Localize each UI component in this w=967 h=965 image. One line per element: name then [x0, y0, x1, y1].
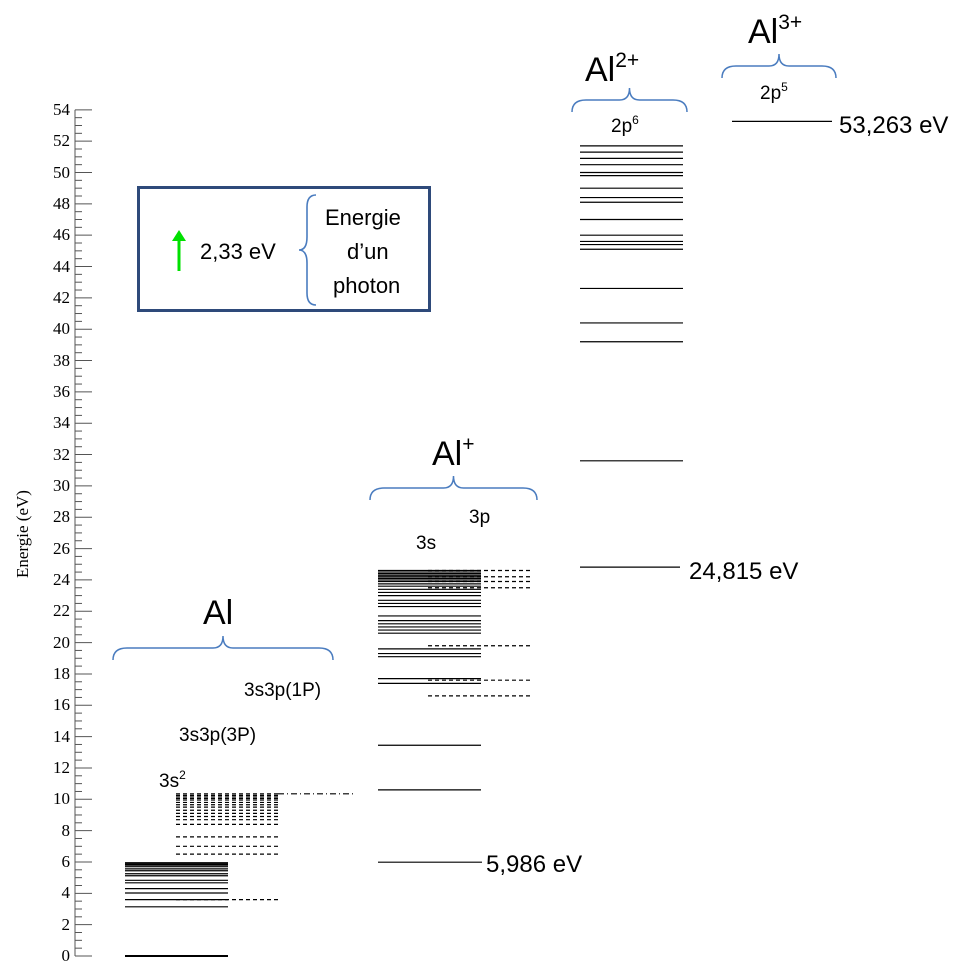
axis-tick-label: 6 — [61, 851, 71, 871]
axis-tick-label: 8 — [61, 820, 71, 840]
species-alp-name: Al — [432, 435, 463, 473]
energy-levels — [125, 120, 832, 957]
config-al-3s2-base: 3s — [159, 771, 180, 792]
config-al3-2p5: 2p5 — [760, 81, 788, 104]
axis-tick-label: 26 — [53, 538, 70, 558]
axis-tick-label: 28 — [53, 507, 70, 527]
legend-brace-icon — [298, 194, 317, 306]
axis-tick-label: 18 — [53, 663, 70, 683]
config-al-1P: 3s3p(1P) — [244, 680, 322, 701]
species-al-title: Al — [203, 596, 233, 630]
axis-tick-label: 44 — [53, 256, 70, 276]
ionization-al2-label: 53,263 eV — [839, 112, 949, 139]
braces — [112, 53, 837, 661]
axis-tick-label: 50 — [53, 162, 70, 182]
axis-tick-label: 40 — [53, 319, 70, 339]
photon-legend-box: 2,33 eV Energie d’un photon — [137, 186, 431, 312]
config-al3-2p5-sup: 5 — [781, 80, 788, 94]
brace-alp — [369, 475, 538, 501]
axis-tick-label: 16 — [53, 695, 70, 715]
config-alp-3p: 3p — [469, 507, 491, 528]
ionization-al-label: 5,986 eV — [486, 851, 583, 878]
axis-tick-label: 32 — [53, 444, 70, 464]
axis-tick-label: 10 — [53, 789, 70, 809]
axis-tick-label: 2 — [61, 914, 71, 934]
config-al3-2p5-base: 2p — [760, 83, 782, 104]
axis-tick-label: 22 — [53, 601, 70, 621]
config-al2-2p6-base: 2p — [611, 116, 633, 137]
axis-tick-label: 0 — [61, 946, 71, 965]
species-alp-charge: + — [462, 433, 475, 456]
config-alp-3s: 3s — [416, 533, 437, 554]
axis-tick-label: 14 — [53, 726, 70, 746]
axis-tick-label: 48 — [53, 193, 70, 213]
axis-tick-label: 42 — [53, 287, 70, 307]
photon-energy-value: 2,33 eV — [200, 239, 276, 264]
axis-tick-label: 38 — [53, 350, 70, 370]
axis-tick-label: 34 — [53, 413, 70, 433]
axis-tick-label: 54 — [53, 99, 70, 119]
axis-tick-label: 36 — [53, 381, 70, 401]
axis-tick-label: 20 — [53, 632, 70, 652]
species-al2-title: Al2+ — [585, 50, 639, 89]
legend-line1: Energie — [325, 205, 401, 230]
config-al-3s2-sup: 2 — [179, 768, 186, 782]
species-al-name: Al — [203, 594, 234, 632]
brace-al2 — [571, 87, 688, 113]
ionization-alp-label: 24,815 eV — [689, 558, 799, 585]
y-axis-label: Energie (eV) — [13, 490, 32, 578]
species-al3-title: Al3+ — [748, 12, 802, 51]
species-al2-charge: 2+ — [615, 49, 640, 72]
config-al-3s2: 3s2 — [159, 769, 186, 792]
axis-tick-label: 30 — [53, 475, 70, 495]
config-al2-2p6-sup: 6 — [632, 113, 639, 127]
axis-tick-label: 52 — [53, 131, 70, 151]
axis-tick-label: 4 — [61, 883, 71, 903]
axis-tick-label: 24 — [53, 569, 70, 589]
brace-al3 — [721, 53, 837, 79]
brace-al — [112, 635, 334, 661]
legend-line3: photon — [333, 273, 401, 298]
species-al2-name: Al — [585, 51, 616, 89]
energy-axis — [74, 109, 92, 957]
species-al3-name: Al — [748, 13, 779, 51]
config-al-3P: 3s3p(3P) — [179, 725, 257, 746]
axis-tick-label: 12 — [53, 757, 70, 777]
up-arrow-icon — [172, 230, 186, 271]
axis-tick-label: 46 — [53, 225, 70, 245]
species-al3-charge: 3+ — [778, 11, 803, 34]
species-alp-title: Al+ — [432, 434, 475, 473]
config-al2-2p6: 2p6 — [611, 114, 639, 137]
legend-line2: d’un — [347, 239, 389, 264]
